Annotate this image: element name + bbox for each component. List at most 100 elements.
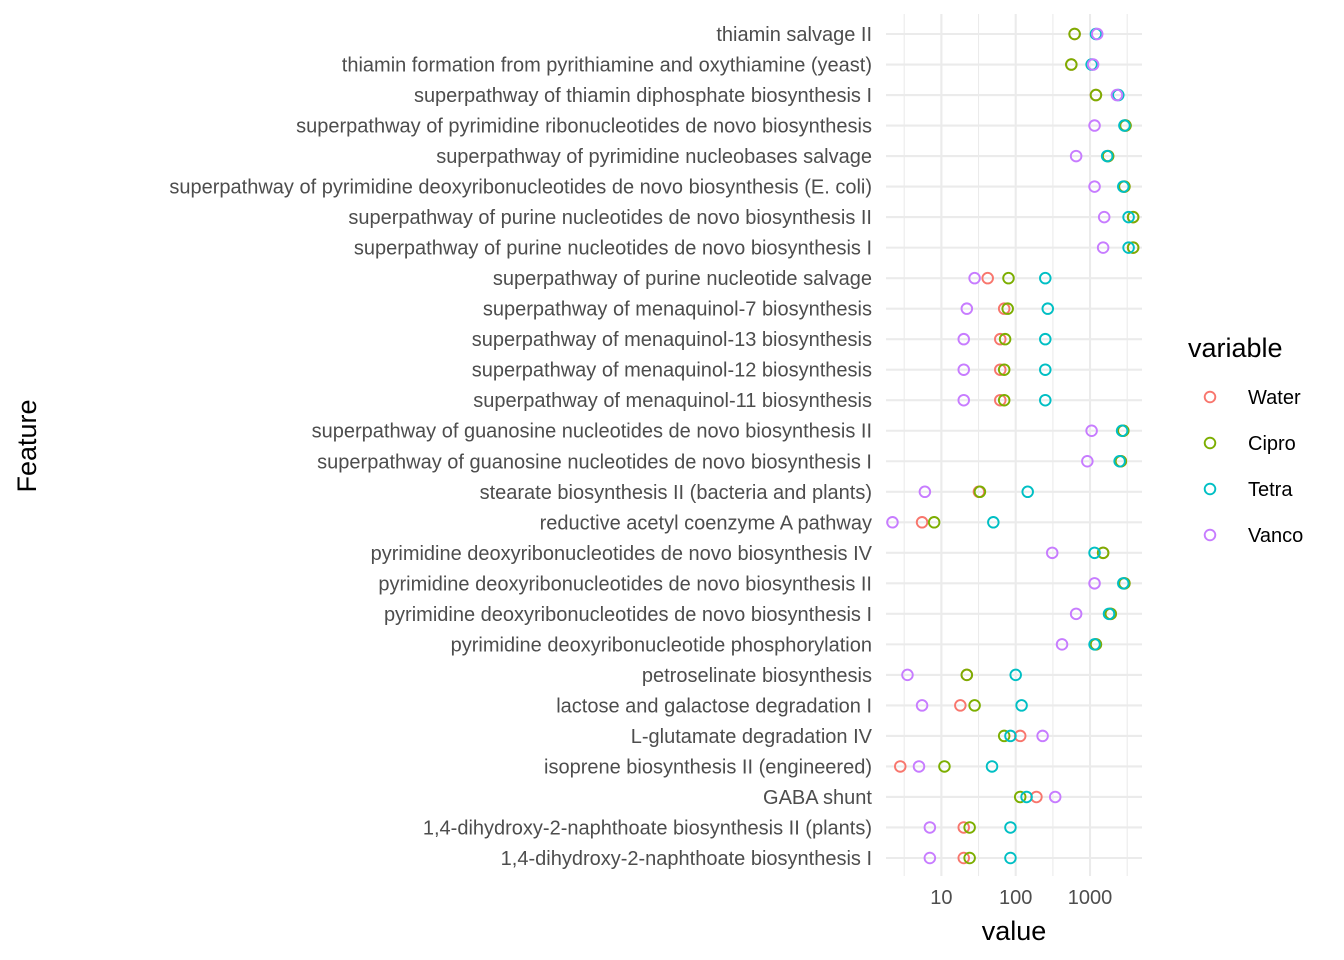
feature-label: superpathway of guanosine nucleotides de… [312,421,872,443]
point-cipro [1013,790,1027,804]
point-vanco [912,760,926,773]
legend: variable Water Cipro Tetra Vanco [1188,333,1303,547]
point-vanco [1110,88,1124,102]
point-vanco [915,699,929,712]
point-tetra [987,516,1000,529]
point-vanco [923,821,937,834]
legend-label-cipro: Cipro [1248,433,1296,455]
point-water [994,393,1007,407]
point-vanco [1088,577,1101,590]
feature-label: pyrimidine deoxyribonucleotides de novo … [378,573,872,595]
point-vanco [1081,455,1094,468]
point-vanco [901,668,914,682]
point-cipro [998,332,1012,346]
point-cipro [1065,58,1078,71]
point-water [981,271,994,285]
point-water [915,516,929,529]
legend-key-vanco [1203,528,1217,542]
legend-key-tetra [1203,482,1217,496]
point-vanco [957,332,970,346]
point-tetra [1088,546,1101,560]
point-vanco [1045,546,1059,560]
feature-label: thiamin salvage II [716,24,872,46]
point-vanco [1036,729,1049,743]
point-cipro [927,516,941,529]
feature-label: GABA shunt [763,787,872,809]
feature-label: lactose and galactose degradation I [556,695,872,717]
point-tetra [1004,851,1017,865]
point-vanco [1055,638,1069,651]
point-vanco [1088,119,1101,132]
point-cipro [1126,210,1140,224]
feature-label: thiamin formation from pyrithiamine and … [342,55,872,77]
y-axis-title: Feature [12,399,42,492]
feature-label: superpathway of menaquinol-12 biosynthes… [472,360,872,382]
legend-label-vanco: Vanco [1248,525,1303,547]
feature-label: reductive acetyl coenzyme A pathway [540,512,872,534]
point-tetra [1039,332,1052,346]
grid-lines [886,14,1142,876]
point-tetra [1117,180,1130,193]
point-water [994,332,1007,346]
point-tetra [1020,790,1033,804]
point-vanco [1069,149,1083,163]
point-tetra [1115,424,1129,437]
x-axis-title: value [982,916,1047,946]
point-vanco [1096,241,1110,254]
feature-label: 1,4-dihydroxy-2-naphthoate biosynthesis … [423,817,872,839]
point-cipro [938,760,951,773]
feature-label: petroselinate biosynthesis [642,665,872,687]
point-tetra [1088,638,1101,651]
point-cipro [1001,302,1014,315]
feature-label: superpathway of purine nucleotides de no… [354,238,872,260]
feature-label: superpathway of pyrimidine nucleobases s… [436,146,872,168]
point-cipro [1096,546,1110,560]
feature-label: superpathway of purine nucleotides de no… [348,207,872,229]
data-points [886,27,1140,865]
point-vanco [1088,180,1101,193]
point-tetra [1015,699,1028,712]
feature-label: superpathway of guanosine nucleotides de… [317,451,872,473]
feature-label: L-glutamate degradation IV [631,726,873,748]
feature-label: 1,4-dihydroxy-2-naphthoate biosynthesis … [501,848,872,870]
point-tetra [985,760,999,773]
point-tetra [1122,241,1135,254]
point-tetra [1009,668,1022,682]
feature-label: superpathway of thiamin diphosphate bios… [414,85,872,107]
point-tetra [1118,119,1131,132]
feature-label: superpathway of menaquinol-11 biosynthes… [473,390,872,412]
legend-key-cipro [1203,436,1217,450]
feature-label: superpathway of pyrimidine ribonucleotid… [296,116,872,138]
point-vanco [918,485,932,499]
point-cipro [963,821,976,834]
point-tetra [1117,577,1130,590]
point-water [994,363,1007,376]
legend-key-water [1203,390,1217,404]
point-water [997,302,1011,315]
point-water [957,821,970,834]
point-cipro [1068,27,1081,41]
point-cipro [960,668,974,682]
legend-label-water: Water [1248,387,1301,409]
feature-label: superpathway of purine nucleotide salvag… [493,268,872,290]
point-water [894,760,907,773]
point-tetra [1113,455,1126,468]
point-vanco [957,363,970,376]
point-tetra [1102,607,1116,621]
point-vanco [1086,58,1100,71]
feature-label: pyrimidine deoxyribonucleotide phosphory… [451,634,872,656]
point-vanco [886,516,899,529]
point-cipro [997,393,1011,407]
point-vanco [1069,607,1083,621]
point-cipro [1089,88,1103,102]
point-tetra [1004,729,1017,743]
feature-label: pyrimidine deoxyribonucleotides de novo … [384,604,872,626]
point-tetra [1039,363,1052,376]
x-axis-tick-labels: 10 100 1000 [930,887,1112,909]
point-vanco [1085,424,1098,437]
point-vanco [968,271,981,285]
point-cipro [963,851,976,865]
point-tetra [1041,302,1055,315]
point-tetra [1021,485,1034,499]
